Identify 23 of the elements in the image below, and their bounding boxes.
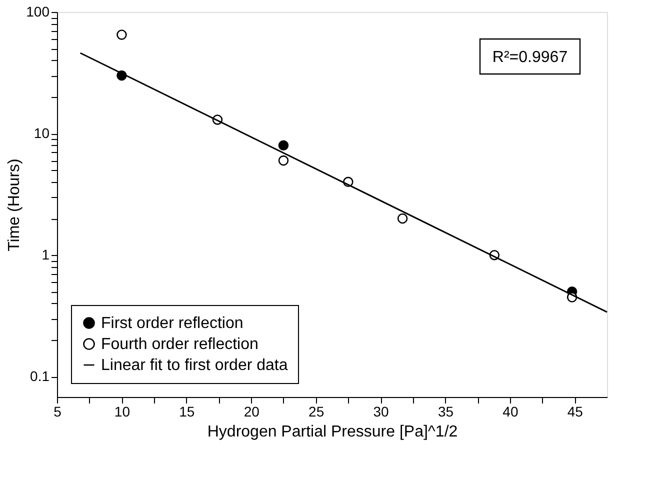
x-tick-label: 35 [438,404,454,420]
x-tick-label: 40 [502,404,518,420]
x-tick-label: 20 [244,404,260,420]
y-axis-title: Time (Hours) [6,158,24,252]
x-tick-label: 5 [54,404,62,420]
x-tick-label: 15 [179,404,195,420]
legend-label: Fourth order reflection [101,336,258,353]
y-tick-label: 10 [34,125,50,142]
x-axis-title: Hydrogen Partial Pressure [Pa]^1/2 [207,424,458,440]
y-tick-label: 100 [26,4,50,20]
point [397,213,408,224]
legend-label: First order reflection [101,315,244,332]
point [116,30,127,40]
annotation: R²=0.9967 [492,49,568,66]
x-tick-label: 45 [567,404,584,420]
point [278,155,289,166]
x-tick-label: 30 [373,404,390,420]
y-tick-label: 0.1 [30,368,50,384]
legend-label: Linear fit to first order data [101,357,288,374]
point [278,140,289,150]
x-tick-label: 10 [114,404,130,420]
x-tick-label: 25 [308,404,324,420]
y-tick-label: 1 [42,246,50,263]
